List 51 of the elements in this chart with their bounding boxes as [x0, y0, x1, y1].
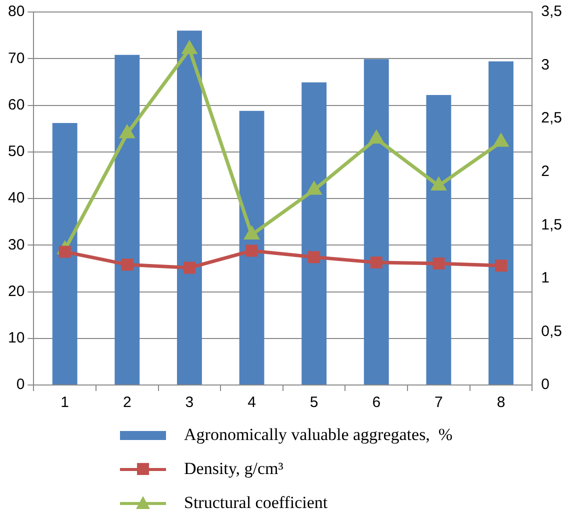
x-tick-label: 5	[310, 394, 318, 412]
x-tick-label: 8	[496, 394, 506, 412]
x-tick-label: 3	[185, 394, 194, 412]
y-tick-label: 20	[8, 282, 25, 300]
point	[246, 244, 258, 257]
y2-tick-label: 1,5	[541, 216, 562, 234]
point	[432, 258, 445, 270]
y2-tick-label: 0,5	[541, 322, 562, 340]
point	[244, 226, 259, 240]
point	[369, 131, 384, 144]
bar	[426, 94, 452, 384]
y-tick-label: 40	[8, 190, 25, 207]
x-tick-label: 2	[122, 394, 132, 412]
point	[308, 251, 320, 264]
point	[494, 134, 508, 147]
x-tick-label: 4	[248, 394, 256, 412]
point	[183, 262, 196, 274]
point	[120, 126, 134, 138]
point	[307, 182, 322, 195]
point	[121, 258, 134, 271]
bar	[364, 59, 389, 384]
point	[432, 178, 446, 190]
bar	[239, 110, 264, 384]
y-tick-label: 0	[16, 376, 25, 394]
bar	[52, 122, 78, 384]
bar	[488, 61, 514, 384]
y2-tick-label: 0	[541, 376, 550, 394]
point	[58, 246, 71, 258]
bar	[114, 54, 140, 384]
y2-tick-label: 2,5	[541, 110, 562, 127]
y-tick-label: 60	[8, 96, 25, 114]
y-tick-label: 30	[8, 236, 25, 254]
x-tick-label: 6	[372, 394, 381, 412]
bar	[302, 82, 327, 384]
y2-tick-label: 3	[541, 56, 550, 74]
y-tick-label: 70	[8, 50, 25, 67]
point	[182, 42, 196, 54]
point	[370, 256, 382, 268]
legend-label: Structural coefficient	[184, 493, 328, 513]
y2-tick-label: 1	[541, 270, 550, 287]
y-tick-label: 80	[8, 3, 25, 20]
legend-label: Density, g/cm³	[184, 459, 284, 479]
y2-tick-label: 2	[541, 163, 550, 180]
x-tick-label: 7	[434, 394, 443, 412]
bar	[176, 30, 202, 384]
y2-tick-label: 3,5	[541, 3, 562, 20]
x-tick-label: 1	[60, 394, 70, 412]
legend-label: Agronomically valuable aggregates, %	[184, 425, 453, 445]
y-tick-label: 50	[8, 143, 25, 160]
y-tick-label: 10	[8, 330, 25, 347]
point	[495, 260, 507, 272]
